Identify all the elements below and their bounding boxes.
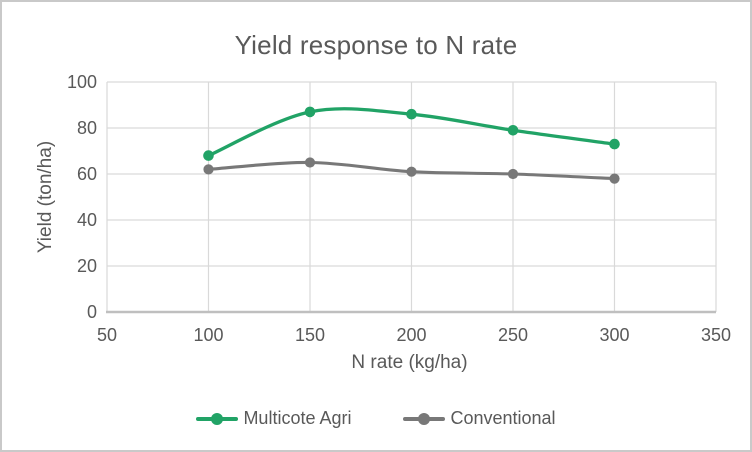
legend-item-multicote-agri: Multicote Agri [196,408,351,429]
chart-title: Yield response to N rate [234,30,518,60]
legend-marker-conventional [403,412,446,425]
data-point-conventional [609,173,620,184]
legend-dot-icon [418,412,431,425]
y-tick-label: 40 [77,210,97,230]
legend-label-multicote-agri: Multicote Agri [243,408,352,428]
x-tick-label: 350 [701,325,731,345]
y-tick-label: 80 [77,118,97,138]
x-tick-label: 250 [498,325,528,345]
data-point-conventional [507,168,519,180]
y-tick-label: 60 [77,164,97,184]
x-tick-label: 200 [396,325,426,345]
x-tick-label: 100 [193,325,223,345]
x-tick-label: 150 [295,325,325,345]
data-point-conventional [406,166,417,177]
data-point-multicote-agri [203,150,214,161]
legend-label-conventional: Conventional [450,408,556,428]
y-axis-title: Yield (ton/ha) [35,140,56,254]
legend-dot-icon [211,412,224,425]
data-point-multicote-agri [507,125,519,136]
series-multicote-agri [203,106,620,161]
data-point-multicote-agri [609,138,620,150]
y-tick-label: 0 [87,302,97,322]
series-conventional [203,157,620,184]
y-tick-label: 100 [67,72,97,92]
data-point-multicote-agri [304,106,316,118]
legend-marker-multicote-agri [196,412,239,425]
tick-labels: 50 100 150 200 250 300 350 0 20 40 60 80 100 [67,72,731,345]
y-tick-label: 20 [77,256,97,276]
legend: Multicote Agri Conventional [2,408,750,429]
x-tick-label: 300 [599,325,629,345]
legend-item-conventional: Conventional [403,408,556,429]
x-axis-title: N rate (kg/ha) [351,352,468,373]
x-tick-label: 50 [97,325,117,345]
data-point-conventional [203,164,214,175]
data-point-multicote-agri [406,108,417,120]
data-point-conventional [304,157,316,168]
